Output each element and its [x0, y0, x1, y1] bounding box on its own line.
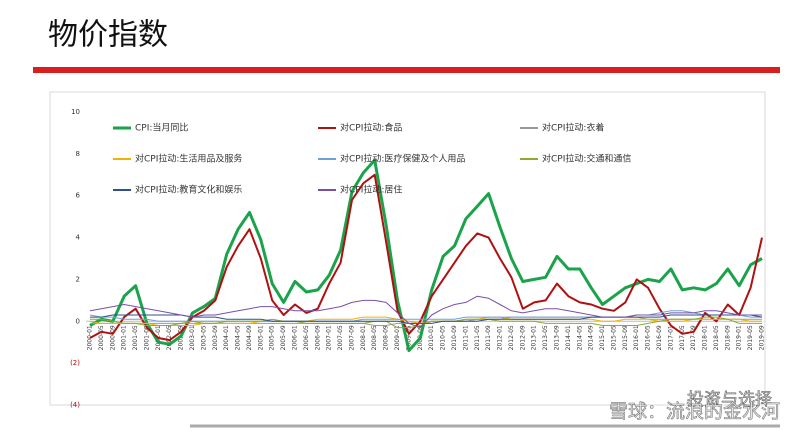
- x-tick-label: 2009-05: [405, 325, 412, 350]
- x-tick-label: 2010-01: [428, 325, 435, 350]
- series-line: [89, 295, 762, 329]
- x-tick-label: 2000-05: [98, 325, 105, 350]
- x-tick-label: 2017-01: [667, 325, 674, 350]
- x-tick-label: 2013-05: [542, 325, 549, 350]
- x-tick-label: 2011-05: [474, 325, 481, 350]
- legend-label: CPI:当月同比: [135, 122, 188, 134]
- x-tick-label: 2004-09: [246, 325, 253, 350]
- x-tick-label: 2008-01: [360, 325, 367, 350]
- series-line: [89, 158, 763, 353]
- y-tick-label: 6: [76, 192, 81, 200]
- x-tick-label: 2018-05: [713, 325, 720, 350]
- x-tick-label: 2011-01: [462, 325, 469, 350]
- x-tick-label: 2003-09: [212, 325, 219, 350]
- x-tick-label: 2012-01: [497, 325, 504, 350]
- x-tick-label: 2015-01: [599, 325, 606, 350]
- x-tick-label: 2006-09: [314, 325, 321, 350]
- y-tick-label: 2: [76, 275, 80, 283]
- x-tick-label: 2010-09: [451, 325, 458, 350]
- x-tick-label: 2005-01: [257, 325, 264, 350]
- x-tick-label: 2004-01: [223, 325, 230, 350]
- legend-label: 对CPI拉动:交通和通信: [542, 153, 631, 165]
- legend-label: 对CPI拉动:医疗保健及个人用品: [340, 153, 465, 165]
- slide-title: 物价指数: [48, 18, 168, 53]
- x-tick-label: 2015-09: [622, 325, 629, 350]
- chart-frame: [49, 91, 766, 406]
- x-tick-label: 2010-05: [440, 325, 447, 350]
- x-tick-label: 2003-01: [189, 325, 196, 350]
- title-bar: [33, 67, 780, 73]
- x-tick-label: 2018-01: [702, 325, 709, 350]
- x-tick-label: 2005-09: [280, 325, 287, 350]
- x-tick-label: 2002-05: [166, 325, 173, 350]
- x-tick-label: 2007-01: [326, 325, 333, 350]
- series-line: [89, 173, 763, 342]
- x-tick-label: 2012-09: [519, 325, 526, 350]
- x-tick-label: 2014-01: [565, 325, 572, 350]
- watermark-line1: 投资与选择: [687, 390, 772, 410]
- x-tick-label: 2000-09: [109, 325, 116, 350]
- x-tick-label: 2019-09: [759, 325, 766, 350]
- x-tick-label: 2001-05: [132, 325, 139, 350]
- x-tick-label: 2012-05: [508, 325, 515, 350]
- x-tick-label: 2013-01: [531, 325, 538, 350]
- x-tick-label: 2019-01: [736, 325, 743, 350]
- x-tick-label: 2003-05: [200, 325, 207, 350]
- x-tick-label: 2008-09: [383, 325, 390, 350]
- watermark-line2: 雪球：流浪的金水河: [609, 401, 780, 423]
- x-tick-label: 2016-09: [656, 325, 663, 350]
- legend-label: 对CPI拉动:居住: [340, 184, 402, 196]
- x-tick-label: 2018-09: [724, 325, 731, 350]
- x-tick-label: 2013-09: [553, 325, 560, 350]
- x-tick-label: 2001-09: [143, 325, 150, 350]
- legend-label: 对CPI拉动:教育文化和娱乐: [135, 184, 242, 196]
- x-tick-label: 2004-05: [235, 325, 242, 350]
- y-tick-label: 4: [76, 234, 81, 242]
- x-tick-label: 2016-01: [633, 325, 640, 350]
- x-tick-label: 2011-09: [485, 325, 492, 350]
- x-tick-label: 2007-05: [337, 325, 344, 350]
- y-tick-label: 0: [76, 317, 80, 325]
- x-tick-label: 2015-05: [610, 325, 617, 350]
- series-line: [89, 316, 762, 326]
- legend-label: 对CPI拉动:衣着: [542, 122, 604, 134]
- x-tick-label: 2001-01: [121, 325, 128, 350]
- x-tick-label: 2005-05: [269, 325, 276, 350]
- x-tick-label: 2006-05: [303, 325, 310, 350]
- x-tick-label: 2017-09: [690, 325, 697, 350]
- legend-label: 对CPI拉动:生活用品及服务: [135, 153, 242, 165]
- y-tick-label: (2): [70, 359, 80, 367]
- x-tick-label: 2016-05: [645, 325, 652, 350]
- x-tick-label: 2014-05: [576, 325, 583, 350]
- y-tick-label: 8: [76, 150, 80, 158]
- x-tick-label: 2019-05: [747, 325, 754, 350]
- x-tick-label: 2014-09: [588, 325, 595, 350]
- legend-label: 对CPI拉动:食品: [340, 122, 402, 134]
- series-line: [90, 314, 763, 324]
- x-tick-label: 2008-05: [371, 325, 378, 350]
- y-tick-label: (4): [70, 401, 80, 409]
- x-tick-label: 2006-01: [292, 325, 299, 350]
- x-tick-label: 2017-05: [679, 325, 686, 350]
- x-tick-label: 2009-01: [394, 325, 401, 350]
- x-tick-label: 2007-09: [348, 325, 355, 350]
- y-tick-label: 10: [71, 108, 80, 116]
